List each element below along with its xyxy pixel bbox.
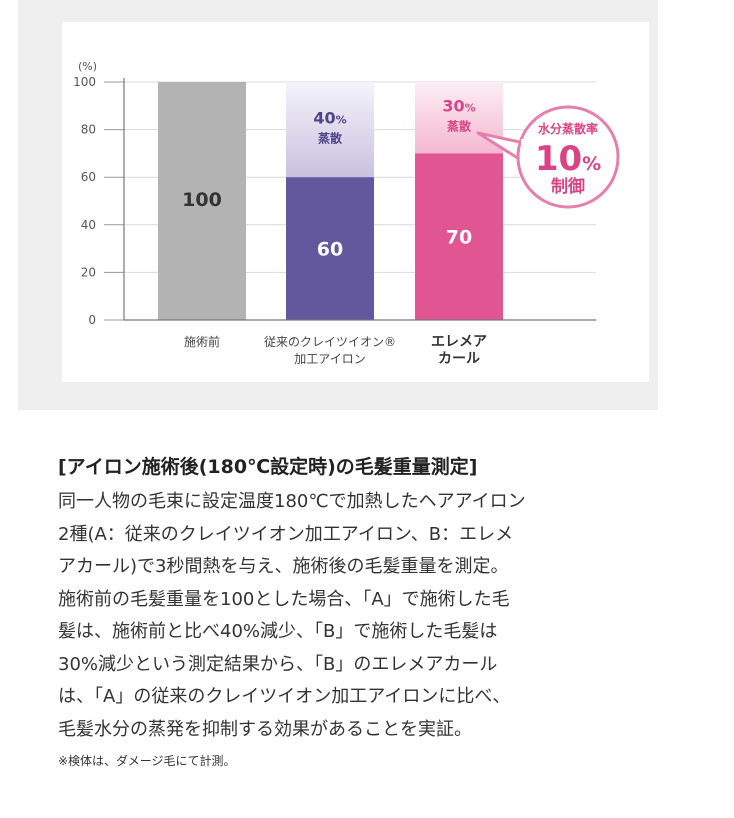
bar-evaporated-segment [415, 82, 503, 154]
chart-card: (%) 100 80 60 40 20 0 100 40% 蒸散 60 30% 蒸散 70 施術前 従来のクレ… [62, 22, 649, 382]
y-tick-label: 20 [81, 265, 96, 279]
callout-pointer-mask [521, 139, 529, 161]
x-category-label: 加工アイロン [294, 352, 365, 366]
callout-value: 10% [535, 139, 601, 179]
callout-line3: 制御 [551, 176, 585, 197]
bar-value-label: 70 [446, 227, 472, 249]
bar [286, 177, 374, 320]
bar-chart: (%) 100 80 60 40 20 0 100 40% 蒸散 60 30% 蒸散 70 施術前 従来のクレ… [73, 60, 620, 367]
x-category-label: 従来のクレイツイオン® [264, 335, 396, 349]
bar [158, 82, 246, 320]
bar-value-label: 100 [182, 189, 222, 211]
bar-evaporated-segment [286, 82, 374, 178]
x-category-label: 施術前 [184, 334, 220, 349]
caption-note: ※検体は、ダメージ毛にて計測。 [58, 754, 236, 768]
caption-title: [アイロン施術後(180℃設定時)の毛髪重量測定] [58, 456, 478, 478]
y-tick-label: 60 [81, 170, 96, 184]
bar-value-label: 60 [317, 239, 343, 261]
y-tick-label: 40 [81, 218, 96, 232]
evap-percent-label: 30% [442, 97, 475, 116]
evap-word-label: 蒸散 [447, 119, 472, 134]
y-tick-label: 100 [73, 75, 96, 89]
x-category-label: カール [438, 351, 480, 367]
evap-percent-label: 40% [313, 109, 346, 128]
y-tick-label: 80 [81, 123, 96, 137]
caption: [アイロン施術後(180℃設定時)の毛髪重量測定] 同一人物の毛束に設定温度18… [58, 452, 678, 769]
y-axis-unit: (%) [78, 60, 97, 73]
x-category-label: エレメア [431, 334, 487, 350]
y-tick-label: 0 [88, 313, 96, 327]
bar [415, 153, 503, 320]
chart-panel: (%) 100 80 60 40 20 0 100 40% 蒸散 60 30% 蒸散 70 施術前 従来のクレ… [18, 0, 658, 410]
callout-bubble [516, 105, 620, 209]
callout-line1: 水分蒸散率 [538, 121, 598, 136]
caption-body: 同一人物の毛束に設定温度180℃で加熱したヘアアイロン 2種(A：従来のクレイツ… [58, 491, 526, 740]
evap-word-label: 蒸散 [318, 131, 343, 146]
